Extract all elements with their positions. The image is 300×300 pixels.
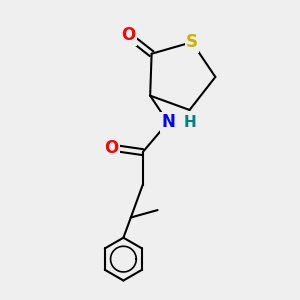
Text: O: O (104, 139, 118, 157)
Text: H: H (184, 115, 197, 130)
Text: O: O (121, 26, 135, 44)
Text: S: S (186, 33, 198, 51)
Text: N: N (161, 113, 175, 131)
